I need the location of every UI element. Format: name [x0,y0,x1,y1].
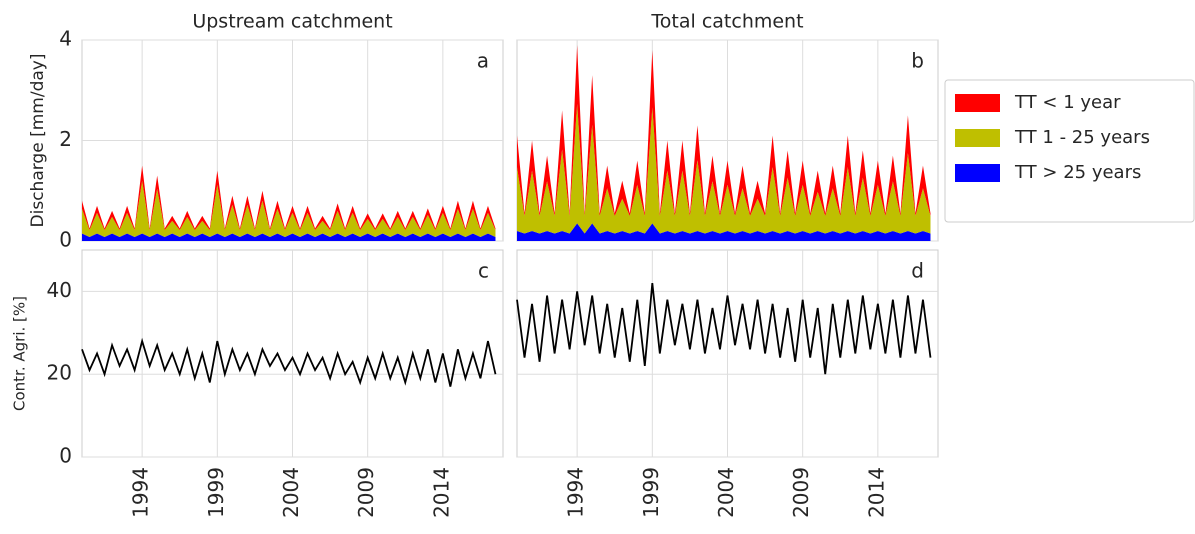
y-tick-label: 20 [47,361,72,385]
y-axis-label: Discharge [mm/day] [28,54,48,228]
legend-box [944,79,1195,223]
y-tick-label: 0 [59,228,72,252]
y-tick-label: 4 [59,27,72,51]
line [81,337,497,387]
stacked-area [82,180,496,237]
x-tick-label: 2014 [864,467,888,518]
panel-title: Total catchment [650,11,803,33]
x-tick-label: 1994 [564,467,588,518]
legend-swatch [955,129,1000,147]
legend-label: TT 1 - 25 years [1014,127,1150,148]
stacked-area [82,233,496,241]
x-tick-label: 1994 [129,467,153,518]
x-tick-label: 2004 [714,467,738,518]
x-tick-label: 2004 [279,467,303,518]
legend-label: TT < 1 year [1014,92,1121,113]
panel-title: Upstream catchment [192,11,392,33]
y-tick-label: 40 [47,278,72,302]
legend-swatch [955,164,1000,182]
y-tick-label: 2 [59,127,72,151]
stacked-area [517,103,931,234]
panel-letter: d [911,259,924,283]
legend-swatch [955,94,1000,112]
x-tick-label: 2009 [789,467,813,518]
panel-letter: b [911,49,924,73]
x-tick-label: 1999 [639,467,663,518]
panel-letter: c [478,259,489,283]
y-tick-label: 0 [59,444,72,468]
panel-letter: a [477,49,489,73]
line [516,283,932,375]
x-tick-label: 2014 [429,467,453,518]
legend-label: TT > 25 years [1014,162,1141,183]
stacked-area [517,223,931,241]
x-tick-label: 2009 [354,467,378,518]
x-tick-label: 1999 [204,467,228,518]
legend: TT < 1 year TT 1 - 25 years TT > 25 years [944,79,1195,223]
y-axis-label: Contr. Agri. [%] [11,296,29,411]
